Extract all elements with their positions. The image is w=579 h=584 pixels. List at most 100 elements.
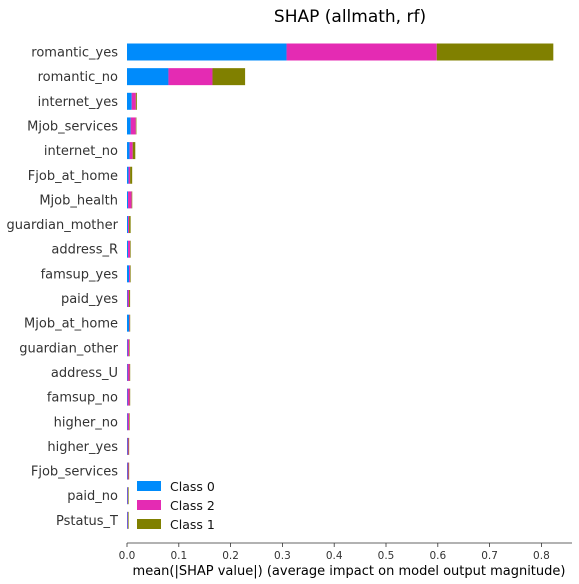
feature-label: guardian_other (19, 341, 118, 356)
feature-label: Mjob_at_home (24, 317, 118, 332)
bar-higher_yes-series-2 (128, 437, 130, 455)
bar-paid_yes-series-1 (127, 290, 130, 307)
bar-romantic_no-series-2 (212, 68, 246, 86)
legend-swatch-1 (137, 500, 161, 510)
bar-Mjob_at_home-series-1 (129, 314, 130, 332)
feature-label: higher_yes (47, 440, 118, 455)
feature-label: address_U (51, 366, 118, 381)
feature-label: higher_no (54, 415, 118, 430)
bar-famsup_no-series-2 (129, 388, 131, 406)
bar-Fjob_at_home-series-2 (130, 166, 133, 184)
bar-romantic_yes-series-2 (436, 43, 554, 61)
bar-internet_yes-series-0 (127, 92, 132, 110)
feature-label: Fjob_at_home (28, 169, 118, 184)
bar-higher_no-series-1 (127, 413, 130, 431)
bar-paid_no-series-0 (127, 487, 128, 505)
bar-famsup_yes-series-1 (129, 265, 131, 283)
bar-famsup_no-series-0 (127, 388, 128, 406)
bar-romantic_no-series-1 (168, 68, 213, 86)
bar-romantic_no-series-0 (127, 68, 169, 86)
feature-label: famsup_yes (41, 267, 119, 282)
bar-famsup_no-series-1 (127, 388, 130, 406)
bar-internet_no-series-1 (129, 142, 133, 160)
feature-label: romantic_yes (31, 46, 118, 61)
x-tick-label: 0.8 (533, 550, 550, 562)
feature-labels: romantic_yes romantic_no internet_yes Mjob_… (7, 46, 119, 529)
bar-guardian_mother-series-2 (129, 216, 131, 234)
x-tick-label: 0.0 (119, 550, 136, 562)
legend-swatch-0 (137, 481, 161, 491)
bar-Fjob_services-series-1 (127, 462, 129, 480)
feature-label: Mjob_health (39, 193, 118, 208)
bar-address_R-series-1 (128, 240, 131, 258)
bar-Fjob_at_home-series-0 (127, 166, 129, 184)
x-tick-label: 0.1 (170, 550, 187, 562)
bar-guardian_other-series-2 (129, 339, 130, 357)
bar-Fjob_services-series-2 (128, 462, 130, 480)
bar-internet_no-series-2 (132, 142, 136, 160)
bar-paid_no-series-2 (128, 487, 129, 505)
bar-paid_no-series-1 (127, 487, 129, 505)
feature-label: paid_no (67, 489, 118, 504)
feature-label: guardian_mother (7, 218, 119, 233)
bar-internet_yes-series-1 (131, 92, 136, 110)
bar-address_R-series-0 (127, 240, 129, 258)
bar-address_U-series-1 (127, 363, 130, 381)
bar-address_U-series-2 (129, 363, 131, 381)
bar-Mjob_at_home-series-0 (127, 314, 130, 332)
bar-higher_no-series-2 (129, 413, 130, 431)
bar-higher_yes-series-1 (127, 437, 129, 455)
bar-internet_yes-series-2 (135, 92, 137, 110)
feature-label: Pstatus_T (56, 514, 118, 529)
bar-internet_no-series-0 (127, 142, 130, 160)
bar-guardian_mother-series-1 (128, 216, 130, 234)
bar-address_R-series-2 (130, 240, 131, 258)
x-tick-label: 0.5 (378, 550, 395, 562)
bar-Mjob_health-series-2 (131, 191, 133, 209)
bar-famsup_yes-series-0 (127, 265, 130, 283)
bar-group (127, 43, 554, 529)
bar-Pstatus_T-series-0 (127, 511, 128, 529)
feature-label: paid_yes (61, 292, 118, 307)
bar-Pstatus_T-series-2 (128, 511, 129, 529)
bar-higher_yes-series-0 (127, 437, 128, 455)
legend-label: Class 2 (170, 498, 215, 513)
x-axis-ticks: 0.0 0.1 0.2 0.3 0.4 0.5 0.6 0.7 0.8 (119, 543, 550, 562)
bar-Pstatus_T-series-1 (127, 511, 129, 529)
bar-paid_yes-series-2 (129, 290, 131, 307)
bar-guardian_other-series-1 (127, 339, 130, 357)
bar-romantic_yes-series-1 (286, 43, 437, 61)
feature-label: internet_no (44, 144, 118, 159)
x-axis-label: mean(|SHAP value|) (average impact on mo… (133, 564, 566, 579)
bar-romantic_yes-series-0 (127, 43, 287, 61)
feature-label: famsup_no (47, 391, 118, 406)
bar-Fjob_services-series-0 (127, 462, 128, 480)
feature-label: Fjob_services (31, 465, 118, 480)
bar-Mjob_services-series-2 (135, 117, 137, 135)
bar-Mjob_health-series-0 (127, 191, 129, 209)
x-tick-label: 0.7 (481, 550, 498, 562)
legend-label: Class 1 (170, 517, 215, 532)
x-tick-label: 0.4 (326, 550, 343, 562)
legend-label: Class 0 (170, 479, 215, 494)
feature-label: address_R (51, 243, 118, 258)
x-tick-label: 0.6 (429, 550, 446, 562)
chart-title: SHAP (allmath, rf) (274, 7, 426, 27)
legend: Class 0 Class 2 Class 1 (137, 479, 215, 532)
feature-label: Mjob_services (27, 119, 118, 134)
bar-guardian_other-series-0 (127, 339, 128, 357)
bar-higher_no-series-0 (127, 413, 128, 431)
x-tick-label: 0.3 (274, 550, 291, 562)
bar-guardian_mother-series-0 (127, 216, 129, 234)
legend-swatch-2 (137, 519, 161, 529)
feature-label: romantic_no (38, 70, 118, 85)
bar-address_U-series-0 (127, 363, 128, 381)
feature-label: internet_yes (38, 95, 119, 110)
bar-paid_yes-series-0 (127, 290, 128, 307)
bar-Fjob_at_home-series-1 (128, 166, 131, 184)
bar-Mjob_services-series-0 (127, 117, 131, 135)
x-tick-label: 0.2 (222, 550, 239, 562)
bar-famsup_yes-series-2 (130, 265, 131, 283)
bar-Mjob_health-series-1 (128, 191, 132, 209)
